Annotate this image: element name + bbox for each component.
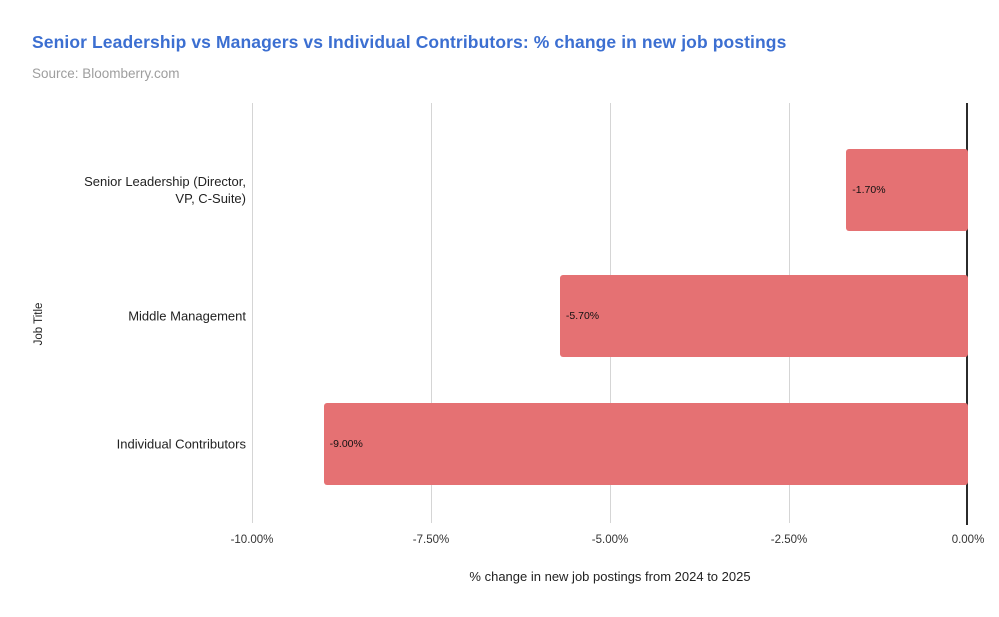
bar-3: -9.00% [323, 403, 968, 485]
x-tick-label: -2.50% [770, 534, 808, 546]
chart-title: Senior Leadership vs Managers vs Individ… [32, 32, 787, 52]
bar-value-label: -5.70% [565, 310, 600, 322]
bar-value-label: -1.70% [852, 184, 886, 196]
x-axis-title: % change in new job postings from 2024 t… [469, 569, 751, 584]
bar-1: -1.70% [846, 149, 968, 231]
category-label: Individual Contributors [116, 436, 246, 452]
x-tick-label: -5.00% [591, 534, 629, 546]
gridline [431, 103, 432, 523]
x-tick-label: -10.00% [230, 534, 274, 546]
chart-source: Source: Bloomberry.com [32, 66, 180, 81]
x-tick-label: -7.50% [412, 534, 450, 546]
plot-area: -1.70% -5.70% -9.00% [252, 103, 968, 525]
category-label: Middle Management [128, 308, 246, 324]
category-label: Senior Leadership (Director, VP, C-Suite… [84, 174, 246, 206]
x-tick-label: 0.00% [951, 534, 985, 546]
bar-2: -5.70% [559, 275, 968, 357]
bar-value-label: -9.00% [329, 438, 363, 450]
y-axis-title: Job Title [33, 302, 45, 346]
gridline [252, 103, 253, 523]
